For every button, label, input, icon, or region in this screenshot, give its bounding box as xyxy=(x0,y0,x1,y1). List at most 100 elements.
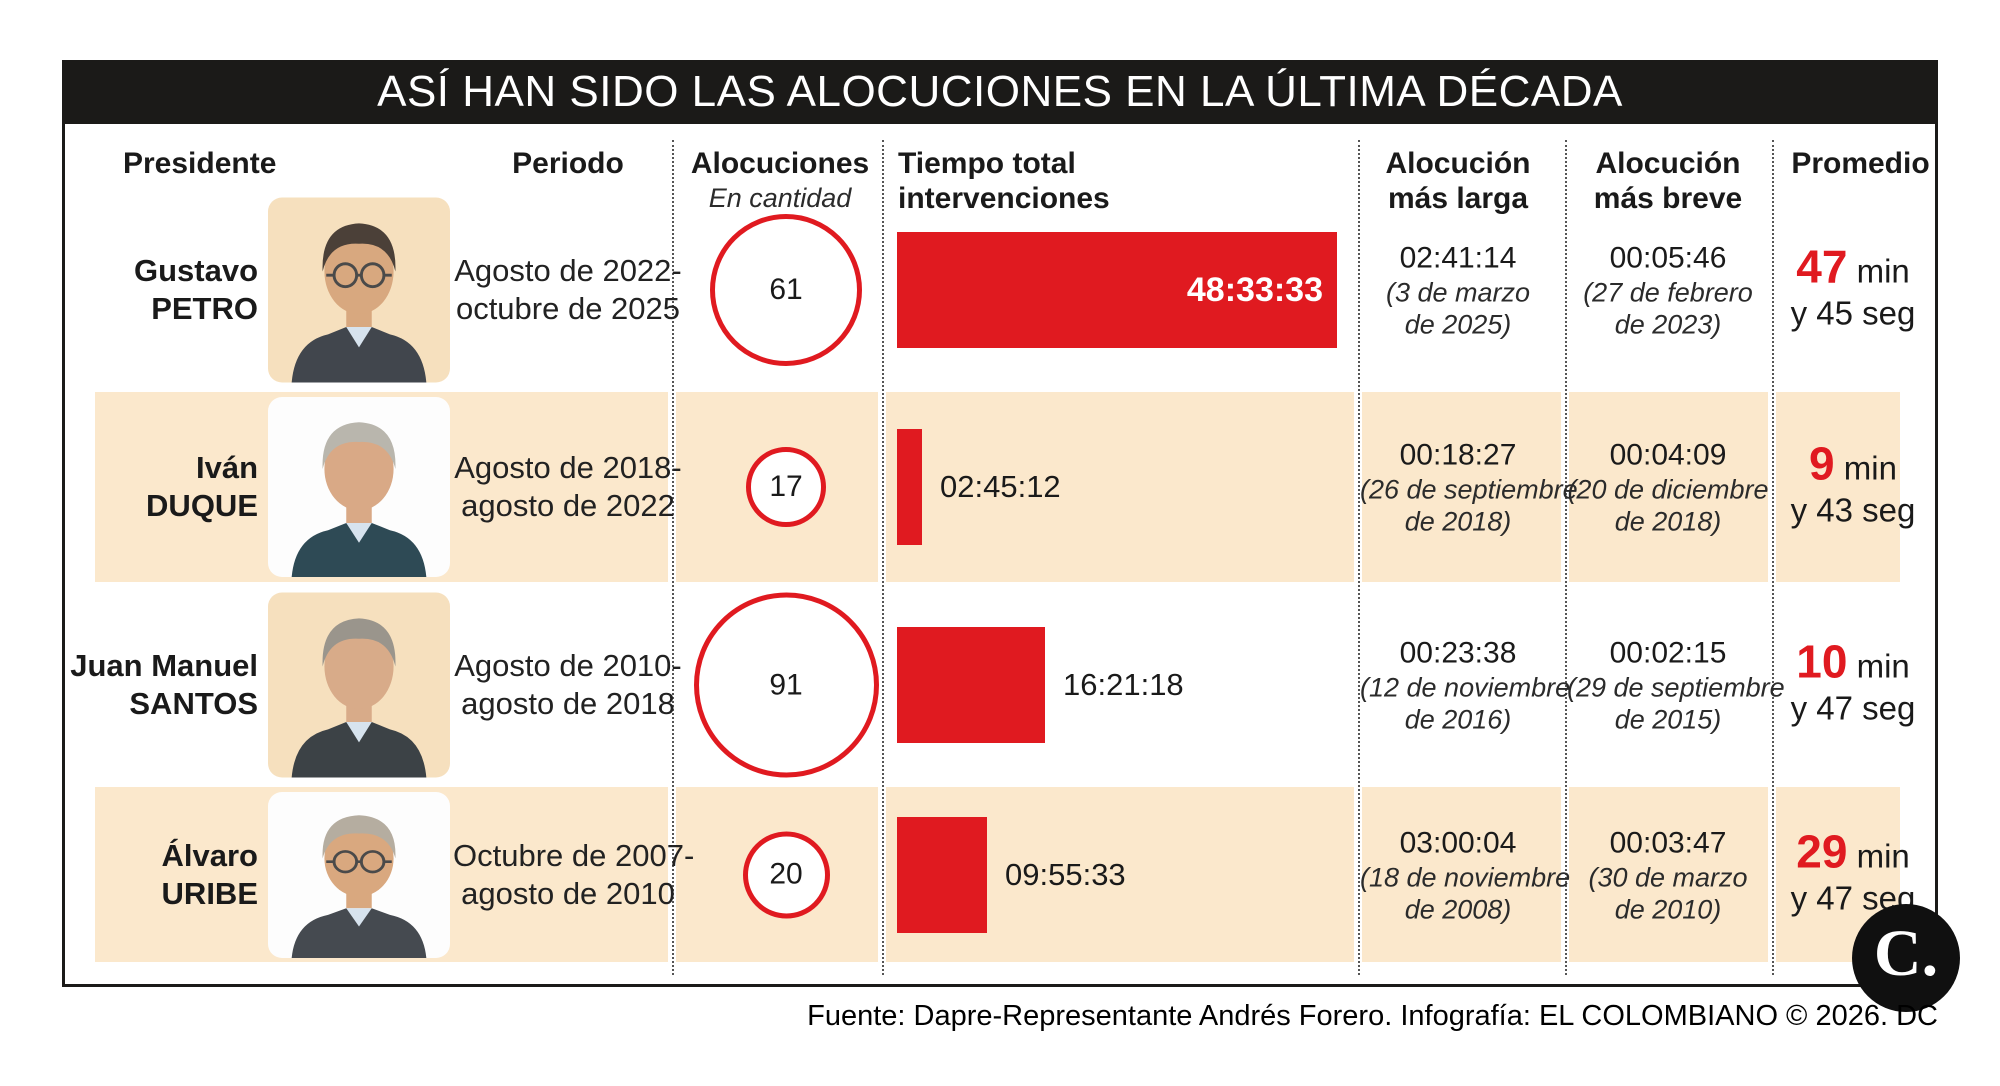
promedio-minutes: 9 xyxy=(1809,437,1835,490)
page-title: ASÍ HAN SIDO LAS ALOCUCIONES EN LA ÚLTIM… xyxy=(377,67,1623,116)
promedio-seconds: y 45 seg xyxy=(1790,294,1916,332)
president-name: Gustavo PETRO xyxy=(0,252,258,328)
person-silhouette xyxy=(268,592,450,778)
larga-time: 00:18:27 xyxy=(1399,438,1517,472)
periodo-end: agosto de 2010 xyxy=(461,875,675,911)
larga-date-line2: de 2016) xyxy=(1404,704,1512,735)
promedio-seconds: y 43 seg xyxy=(1790,491,1916,529)
el-colombiano-logo-letter: C. xyxy=(1873,917,1939,990)
periodo-end: agosto de 2022 xyxy=(461,488,675,523)
alocucion-mas-breve-cell: 00:04:09 (20 de diciembre de 2018) xyxy=(1567,437,1769,538)
column-header-tiempo-line2: intervenciones xyxy=(898,182,1110,215)
title-bar: ASÍ HAN SIDO LAS ALOCUCIONES EN LA ÚLTIM… xyxy=(62,60,1938,124)
person-silhouette xyxy=(268,791,450,958)
el-colombiano-logo: C. xyxy=(1852,904,1960,1012)
breve-date-line1: (27 de febrero xyxy=(1583,277,1753,308)
periodo-cell: Agosto de 2022- octubre de 2025 xyxy=(453,252,683,328)
glasses-icon xyxy=(326,849,392,873)
larga-date-line1: (3 de marzo xyxy=(1385,277,1531,308)
tiempo-total-bar-group: 16:21:18 16:21:18 xyxy=(897,627,1184,743)
president-photo xyxy=(268,791,450,958)
column-header-tiempo-total: Tiempo total intervenciones xyxy=(898,146,1110,216)
row-band xyxy=(1569,392,1768,582)
promedio-cell: 10 min y 47 seg xyxy=(1778,639,1928,730)
promedio-minutes-unit: min xyxy=(1843,449,1897,487)
table-row: Gustavo PETRO Agosto de 2022- octubre de… xyxy=(0,190,2000,390)
row-band xyxy=(1362,392,1561,582)
row-band xyxy=(1776,392,1900,582)
promedio-minutes-unit: min xyxy=(1856,837,1910,874)
periodo-cell: Agosto de 2010- agosto de 2018 xyxy=(453,647,683,723)
alocuciones-count: 17 xyxy=(769,470,803,503)
periodo-cell: Octubre de 2007- agosto de 2010 xyxy=(453,837,695,913)
promedio-minutes-unit: min xyxy=(1856,252,1910,290)
alocucion-mas-larga-cell: 02:41:14 (3 de marzo de 2025) xyxy=(1360,240,1556,341)
column-header-tiempo-line1: Tiempo total xyxy=(898,147,1076,180)
breve-time: 00:02:15 xyxy=(1609,636,1727,670)
infographic-border xyxy=(62,60,1938,987)
promedio-minutes: 10 xyxy=(1796,635,1848,688)
president-first-name: Juan Manuel xyxy=(70,648,258,683)
breve-date-line2: de 2018) xyxy=(1614,506,1722,537)
tiempo-total-value: 02:45:12 xyxy=(940,469,1061,504)
president-photo xyxy=(268,397,450,577)
alocuciones-circle: 17 xyxy=(746,447,826,527)
alocucion-mas-larga-cell: 03:00:04 (18 de noviembre de 2008) xyxy=(1360,824,1571,925)
tiempo-total-bar-group: 48:33:33 48:33:33 xyxy=(897,232,1337,348)
alocucion-mas-breve-cell: 00:02:15 (29 de septiembre de 2015) xyxy=(1567,635,1785,736)
column-separator xyxy=(1772,140,1774,975)
glasses-icon xyxy=(326,262,392,289)
breve-date-line2: de 2023) xyxy=(1614,309,1722,340)
breve-date-line2: de 2010) xyxy=(1614,894,1722,924)
row-band xyxy=(1362,787,1561,962)
column-separator xyxy=(672,140,674,975)
alocucion-mas-breve-cell: 00:03:47 (30 de marzo de 2010) xyxy=(1567,824,1769,925)
larga-date-line1: (12 de noviembre xyxy=(1360,672,1571,703)
larga-time: 00:23:38 xyxy=(1399,636,1517,670)
row-band xyxy=(886,392,1354,582)
larga-time: 02:41:14 xyxy=(1399,241,1517,275)
tiempo-total-value: 48:33:33 xyxy=(1186,270,1323,309)
promedio-minutes-line: 10 min xyxy=(1778,639,1928,688)
person-silhouette xyxy=(268,197,450,383)
larga-date-line2: de 2018) xyxy=(1404,506,1512,537)
periodo-end: octubre de 2025 xyxy=(455,291,681,326)
alocuciones-circle: 20 xyxy=(742,831,830,918)
larga-date-line2: de 2008) xyxy=(1404,894,1512,924)
president-first-name: Gustavo xyxy=(133,253,258,288)
periodo-start: Agosto de 2018- xyxy=(454,450,682,485)
promedio-minutes: 47 xyxy=(1796,240,1848,293)
breve-time: 00:05:46 xyxy=(1609,241,1727,275)
breve-time: 00:03:47 xyxy=(1609,826,1727,859)
alocucion-mas-larga-cell: 00:23:38 (12 de noviembre de 2016) xyxy=(1360,635,1571,736)
larga-date-line1: (18 de noviembre xyxy=(1360,862,1571,892)
column-header-breve-line1: Alocución xyxy=(1595,147,1741,180)
tiempo-total-bar-group: 02:45:12 02:45:12 xyxy=(897,429,1061,545)
tiempo-total-value: 16:21:18 xyxy=(1063,667,1184,702)
promedio-minutes-line: 47 min xyxy=(1778,244,1928,293)
column-header-larga-line2: más larga xyxy=(1387,182,1529,215)
promedio-minutes: 29 xyxy=(1796,825,1848,877)
president-last-name: PETRO xyxy=(151,291,258,326)
president-first-name: Álvaro xyxy=(161,837,258,873)
promedio-cell: 9 min y 43 seg xyxy=(1778,441,1928,532)
table-row: Iván DUQUE Agosto de 2018- agosto de 202… xyxy=(0,392,2000,582)
periodo-start: Octubre de 2007- xyxy=(453,837,695,873)
tiempo-total-value: 09:55:33 xyxy=(1005,856,1126,892)
periodo-start: Agosto de 2022- xyxy=(454,253,682,288)
column-header-larga-line1: Alocución xyxy=(1385,147,1531,180)
column-separator xyxy=(1358,140,1360,975)
column-header-alocuciones-subtitle: En cantidad xyxy=(708,183,852,213)
column-separator xyxy=(1565,140,1567,975)
alocuciones-count: 61 xyxy=(769,273,803,306)
tiempo-total-bar: 48:33:33 xyxy=(897,232,1337,348)
column-header-promedio: Promedio xyxy=(1791,147,1930,180)
president-last-name: URIBE xyxy=(161,875,258,911)
alocuciones-circle: 61 xyxy=(710,214,862,366)
president-first-name: Iván xyxy=(195,450,258,485)
alocuciones-count: 20 xyxy=(769,857,803,891)
periodo-cell: Agosto de 2018- agosto de 2022 xyxy=(453,449,683,525)
alocuciones-count: 91 xyxy=(769,668,803,701)
source-credit: Fuente: Dapre-Representante Andrés Forer… xyxy=(807,1000,1938,1032)
